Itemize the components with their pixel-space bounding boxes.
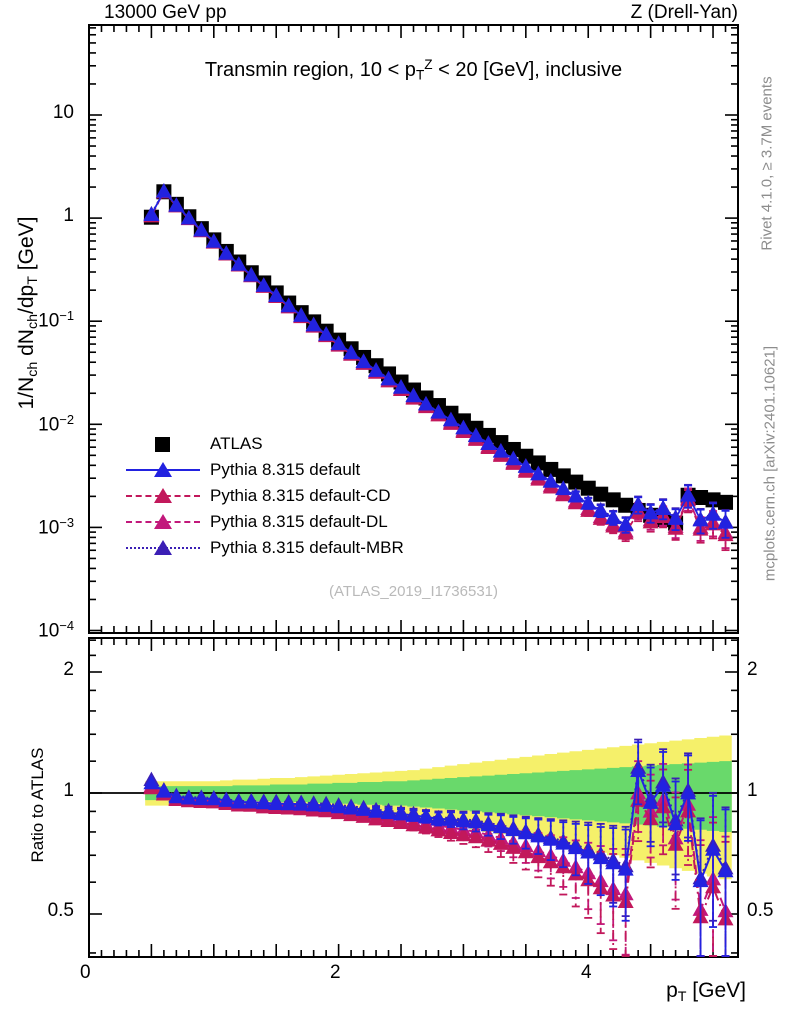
main-ytick-1e-3: 10−3 bbox=[38, 515, 74, 539]
xtick-4: 4 bbox=[581, 962, 592, 983]
atlas-data-points bbox=[143, 184, 734, 531]
default-mbr-marker-swatch bbox=[126, 537, 200, 559]
default-cd-marker-swatch bbox=[126, 485, 200, 507]
legend-label-atlas: ATLAS bbox=[210, 434, 263, 453]
legend-item-default-mbr[interactable]: Pythia 8.315 default-MBR bbox=[126, 535, 404, 561]
xtick-2: 2 bbox=[330, 962, 341, 983]
ratio-ytick-05-right: 0.5 bbox=[747, 900, 774, 921]
atlas-marker-swatch bbox=[126, 433, 200, 455]
main-series-pythia-8-315-default-dl bbox=[143, 183, 734, 549]
legend: ATLAS Pythia 8.315 default Pythia 8.315 … bbox=[126, 431, 404, 561]
process-label: Z (Drell-Yan) bbox=[630, 2, 738, 23]
x-axis-label: pT [GeV] bbox=[666, 979, 746, 1005]
default-marker-swatch bbox=[126, 459, 200, 481]
main-series-pythia-8-315-default-mbr bbox=[143, 183, 734, 538]
default-dl-marker-swatch bbox=[126, 511, 200, 533]
main-series-pythia-8-315-default-cd bbox=[143, 184, 734, 552]
main-ytick-10: 10 bbox=[52, 102, 74, 123]
analysis-id-watermark: (ATLAS_2019_I1736531) bbox=[328, 583, 498, 600]
legend-label-default-mbr: Pythia 8.315 default-MBR bbox=[210, 538, 404, 557]
legend-item-atlas[interactable]: ATLAS bbox=[126, 431, 404, 457]
legend-label-default-cd: Pythia 8.315 default-CD bbox=[210, 486, 391, 505]
legend-label-default: Pythia 8.315 default bbox=[210, 460, 361, 479]
main-ytick-1e-4: 10−4 bbox=[38, 618, 74, 642]
ratio-ytick-1-right: 1 bbox=[747, 780, 758, 801]
legend-item-default-cd[interactable]: Pythia 8.315 default-CD bbox=[126, 483, 404, 509]
ratio-ytick-1-left: 1 bbox=[63, 780, 74, 801]
legend-label-default-dl: Pythia 8.315 default-DL bbox=[210, 512, 388, 531]
legend-item-default[interactable]: Pythia 8.315 default bbox=[126, 457, 404, 483]
main-ytick-1: 1 bbox=[63, 205, 74, 226]
beam-energy-label: 13000 GeV pp bbox=[104, 2, 227, 23]
page-title: Transmin region, 10 < pTZ < 20 [GeV], in… bbox=[204, 57, 623, 83]
main-ytick-1e-2: 10−2 bbox=[38, 412, 74, 436]
ratio-ytick-05-left: 0.5 bbox=[47, 900, 74, 921]
ratio-ytick-2-right: 2 bbox=[747, 659, 758, 680]
xtick-0: 0 bbox=[80, 962, 91, 983]
legend-item-default-dl[interactable]: Pythia 8.315 default-DL bbox=[126, 509, 404, 535]
main-series-pythia-8-315-default bbox=[143, 183, 734, 539]
ratio-series-pythia-8-315-default bbox=[143, 741, 734, 957]
ratio-ytick-2-left: 2 bbox=[63, 659, 74, 680]
main-ytick-1e-1: 10−1 bbox=[38, 308, 74, 332]
